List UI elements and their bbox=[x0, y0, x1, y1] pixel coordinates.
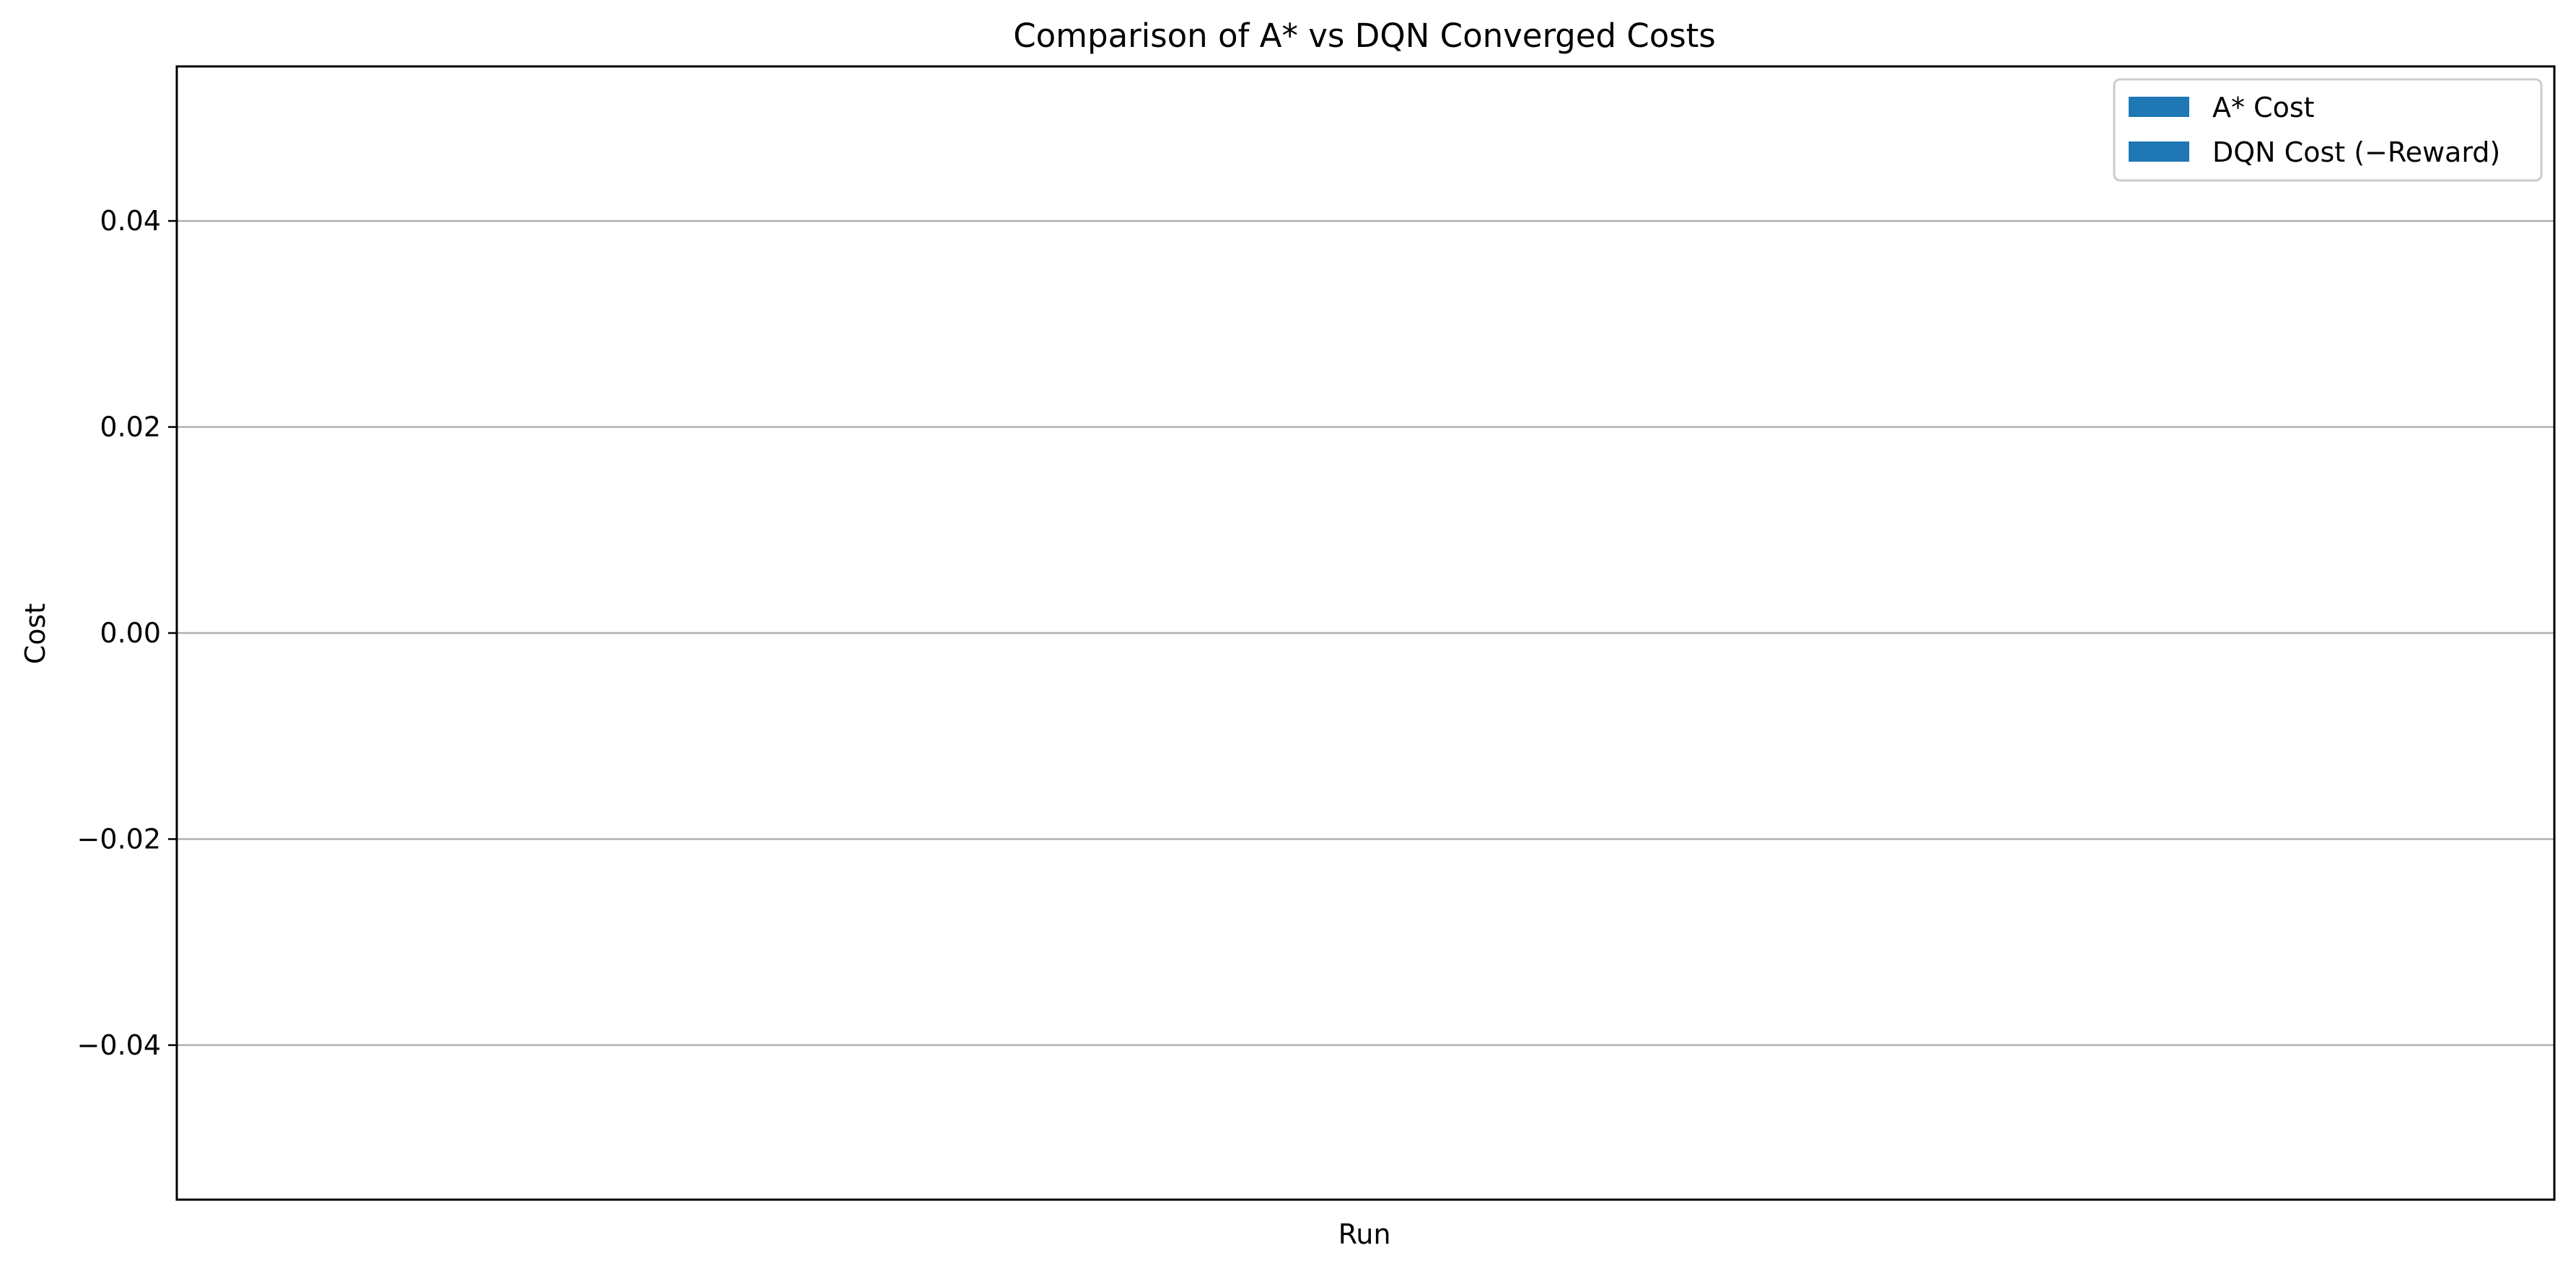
y-axis-ticks: −0.04 −0.02 0.00 0.02 0.04 bbox=[77, 205, 177, 1061]
y-axis-label: Cost bbox=[19, 603, 51, 664]
chart-title: Comparison of A* vs DQN Converged Costs bbox=[1013, 17, 1716, 55]
legend-swatch bbox=[2129, 141, 2189, 162]
y-tick-label: 0.02 bbox=[100, 411, 161, 443]
y-tick-label: 0.00 bbox=[100, 617, 161, 649]
y-tick-label: −0.02 bbox=[77, 823, 161, 855]
legend-box bbox=[2113, 78, 2543, 182]
legend-label: DQN Cost (−Reward) bbox=[2212, 136, 2500, 168]
y-tick-label: 0.04 bbox=[100, 205, 161, 237]
x-axis-label: Run bbox=[1339, 1218, 1391, 1250]
legend-items: A* Cost DQN Cost (−Reward) bbox=[2129, 92, 2500, 168]
y-tick-label: −0.04 bbox=[77, 1029, 161, 1061]
grid-lines bbox=[177, 219, 2554, 1047]
legend-label: A* Cost bbox=[2212, 92, 2315, 123]
legend-swatch bbox=[2129, 97, 2189, 117]
legend: A* Cost DQN Cost (−Reward) bbox=[2113, 78, 2543, 182]
